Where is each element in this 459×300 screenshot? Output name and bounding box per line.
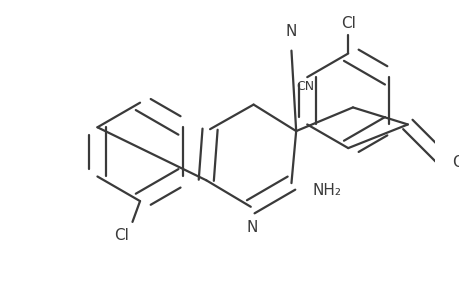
Text: Cl: Cl xyxy=(340,16,355,31)
Text: NH₂: NH₂ xyxy=(312,183,341,198)
Text: Cl: Cl xyxy=(113,228,128,243)
Text: CN: CN xyxy=(296,80,313,93)
Text: N: N xyxy=(285,24,297,39)
Text: O: O xyxy=(451,155,459,170)
Text: N: N xyxy=(246,220,258,235)
